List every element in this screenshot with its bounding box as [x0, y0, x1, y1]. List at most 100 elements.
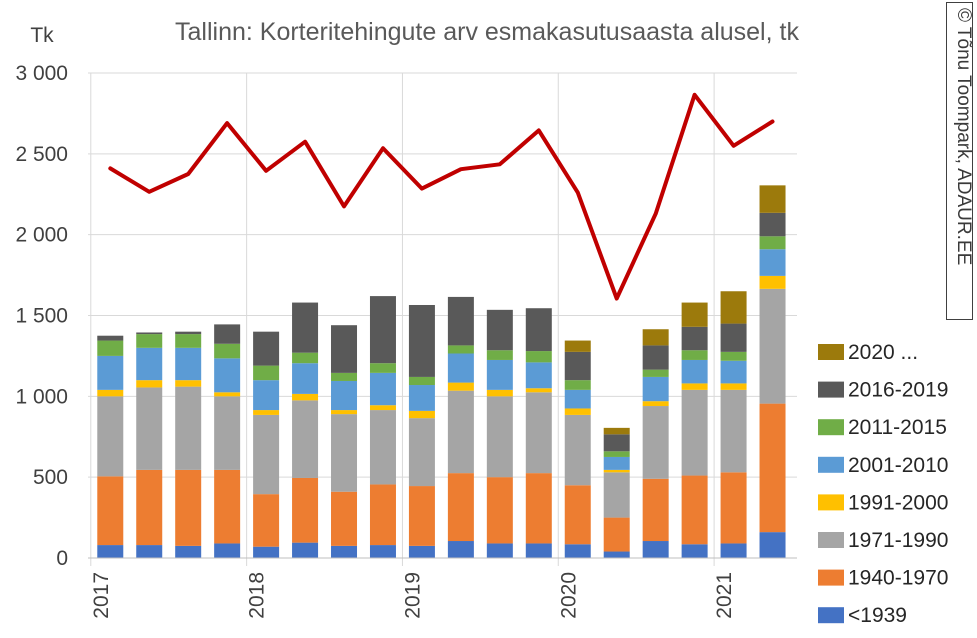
legend-label: 1971-1990 [848, 529, 948, 552]
bar-segment [603, 451, 630, 457]
legend-label: 2011-2015 [848, 416, 947, 439]
bar-segment [175, 386, 202, 470]
bar-segment [564, 544, 591, 558]
y-tick-label: 3 000 [15, 62, 68, 85]
bar-segment [642, 541, 669, 558]
bar-segment [253, 410, 280, 415]
bar-segment [603, 472, 630, 518]
y-tick-label: 0 [56, 547, 68, 570]
credit-text: © Tõnu Toompark, ADAUR.EE [953, 8, 974, 266]
bar-segment [720, 383, 747, 390]
bar-segment [175, 545, 202, 558]
bar-segment [253, 546, 280, 558]
bar-segment [97, 389, 124, 397]
bar-segment [486, 350, 513, 360]
bar-segment [214, 358, 241, 393]
y-tick-label: 1 000 [15, 385, 68, 408]
bar-segment [369, 545, 396, 558]
bar-segment [603, 456, 630, 470]
credit-box [946, 2, 973, 320]
bar-segment [136, 334, 163, 348]
bar-segment [720, 389, 747, 473]
bar-segment [408, 486, 435, 546]
bar-segment [214, 396, 241, 470]
bar-segment [369, 410, 396, 485]
bar-segment [564, 351, 591, 381]
bar-segment [214, 324, 241, 344]
bar-segment [759, 185, 786, 213]
bar-segment [331, 545, 358, 558]
legend-swatch [818, 419, 844, 436]
bar-segment [175, 469, 202, 546]
bar-segment [97, 355, 124, 390]
bar-segment [525, 388, 552, 393]
y-tick-label: 2 500 [15, 143, 68, 166]
x-axis-ticks: 2017 2018 2019 2020 2021 [90, 572, 736, 619]
bar-segment [642, 376, 669, 402]
bar-segment [720, 323, 747, 352]
bar-segment [136, 380, 163, 388]
y-axis-label: Tk [30, 24, 54, 47]
bar-segment [759, 403, 786, 533]
bar-segment [564, 389, 591, 409]
legend-swatch [818, 381, 844, 398]
bar-segment [331, 372, 358, 381]
bar-segment [175, 331, 202, 335]
bar-segment [642, 345, 669, 370]
bar-segment [447, 473, 474, 542]
legend-swatch [818, 532, 844, 548]
bar-segment [642, 369, 669, 377]
legend-swatch [818, 344, 844, 360]
bar-segment [253, 414, 280, 495]
bar-segment [369, 405, 396, 411]
bar-segment [292, 302, 319, 353]
bar-segment [681, 383, 708, 390]
total-line [108, 92, 775, 301]
bar-segment [447, 353, 474, 383]
bar-segment [369, 363, 396, 373]
x-tick-label: 2017 [90, 572, 113, 619]
legend-label: 1940-1970 [848, 567, 948, 590]
bar-segment [175, 334, 202, 348]
bar-segment [642, 329, 669, 346]
bar-segment [175, 347, 202, 381]
bar-segment [331, 410, 358, 415]
legend: 2020 ... 2016-2019 2011-2015 2001-2010 1991-… [818, 341, 948, 627]
bar-segment [642, 406, 669, 479]
legend-swatch [818, 607, 844, 624]
bar-segment [720, 472, 747, 544]
bar-segment [759, 249, 786, 276]
bar-segment [292, 393, 319, 401]
legend-label: 1991-2000 [848, 491, 948, 514]
bar-segment [603, 434, 630, 452]
bar-segment [331, 380, 358, 411]
bar-segment [331, 414, 358, 492]
bar-segment [408, 418, 435, 487]
x-tick-label: 2021 [713, 572, 736, 619]
bar-segment [564, 380, 591, 390]
bar-segment [292, 352, 319, 364]
bar-segment [253, 380, 280, 411]
bar-segment [447, 382, 474, 391]
bar-segment [408, 545, 435, 558]
bar-segment [720, 351, 747, 361]
bar-segment [720, 291, 747, 324]
bar-segment [720, 360, 747, 384]
bar-segment [564, 414, 591, 486]
bar-segment [292, 363, 319, 394]
bar-segment [681, 350, 708, 360]
bar-segment [253, 494, 280, 547]
bar-segment [408, 410, 435, 419]
bar-segment [253, 331, 280, 366]
bar-segment [447, 390, 474, 474]
legend-label: 2020 ... [848, 341, 918, 364]
bar-segment [603, 517, 630, 552]
bar-segment [214, 469, 241, 544]
bar-segment [486, 543, 513, 558]
legend-swatch [818, 494, 844, 511]
bar-segment [408, 376, 435, 386]
bar-segment [759, 532, 786, 558]
bar-segment [681, 359, 708, 384]
bar-segment [214, 543, 241, 558]
